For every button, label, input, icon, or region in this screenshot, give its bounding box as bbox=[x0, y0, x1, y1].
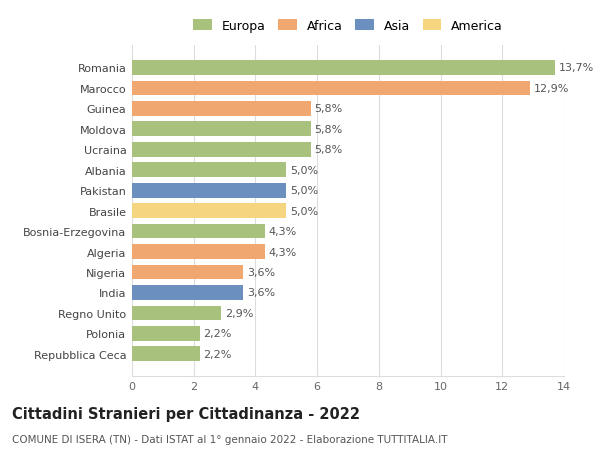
Bar bbox=[132, 122, 311, 137]
Bar bbox=[132, 285, 243, 300]
Bar bbox=[132, 61, 555, 76]
Text: 3,6%: 3,6% bbox=[247, 268, 275, 277]
Bar bbox=[132, 347, 200, 361]
Text: 5,8%: 5,8% bbox=[314, 124, 343, 134]
Legend: Europa, Africa, Asia, America: Europa, Africa, Asia, America bbox=[193, 20, 503, 33]
Text: 4,3%: 4,3% bbox=[268, 247, 296, 257]
Bar bbox=[132, 204, 286, 218]
Text: 5,0%: 5,0% bbox=[290, 186, 318, 196]
Text: 2,2%: 2,2% bbox=[203, 349, 232, 359]
Text: 5,0%: 5,0% bbox=[290, 165, 318, 175]
Bar bbox=[132, 184, 286, 198]
Bar bbox=[132, 102, 311, 117]
Text: 5,8%: 5,8% bbox=[314, 104, 343, 114]
Bar bbox=[132, 81, 530, 96]
Bar bbox=[132, 326, 200, 341]
Text: 12,9%: 12,9% bbox=[534, 84, 569, 94]
Text: 2,2%: 2,2% bbox=[203, 329, 232, 339]
Text: Cittadini Stranieri per Cittadinanza - 2022: Cittadini Stranieri per Cittadinanza - 2… bbox=[12, 406, 360, 421]
Bar bbox=[132, 306, 221, 320]
Text: COMUNE DI ISERA (TN) - Dati ISTAT al 1° gennaio 2022 - Elaborazione TUTTITALIA.I: COMUNE DI ISERA (TN) - Dati ISTAT al 1° … bbox=[12, 434, 448, 444]
Text: 2,9%: 2,9% bbox=[225, 308, 254, 318]
Text: 5,8%: 5,8% bbox=[314, 145, 343, 155]
Bar bbox=[132, 224, 265, 239]
Text: 5,0%: 5,0% bbox=[290, 206, 318, 216]
Bar bbox=[132, 163, 286, 178]
Text: 4,3%: 4,3% bbox=[268, 227, 296, 236]
Bar bbox=[132, 143, 311, 157]
Bar bbox=[132, 265, 243, 280]
Text: 13,7%: 13,7% bbox=[559, 63, 593, 73]
Bar bbox=[132, 245, 265, 259]
Text: 3,6%: 3,6% bbox=[247, 288, 275, 298]
